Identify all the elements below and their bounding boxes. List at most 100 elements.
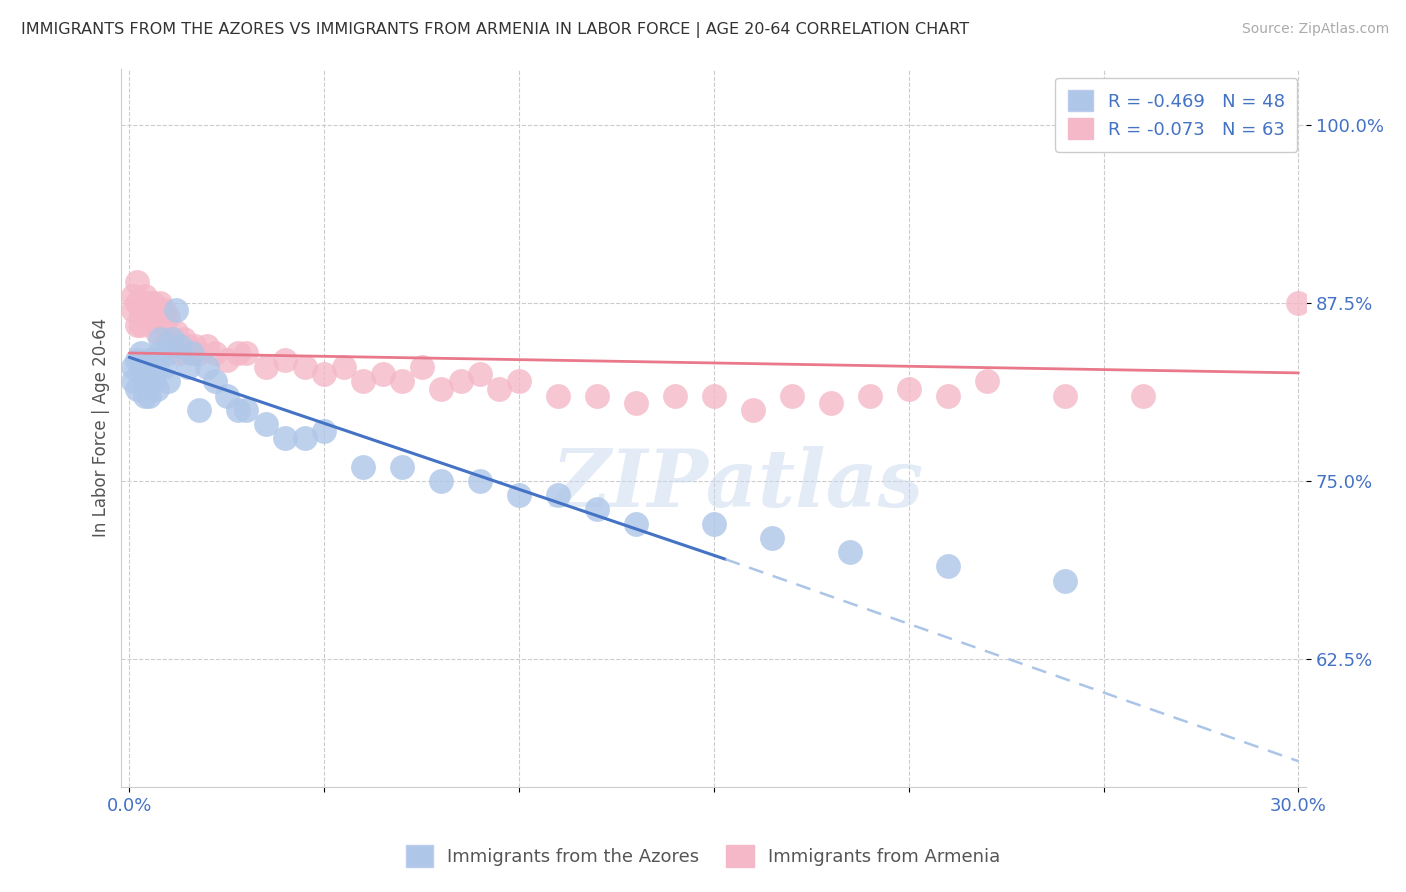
Point xyxy=(215,389,238,403)
Point xyxy=(547,488,569,502)
Point xyxy=(125,318,148,332)
Point xyxy=(586,502,609,516)
Point xyxy=(314,368,336,382)
Point xyxy=(411,360,433,375)
Point xyxy=(145,325,167,339)
Point xyxy=(180,346,202,360)
Point xyxy=(122,289,145,303)
Point xyxy=(488,382,510,396)
Point xyxy=(430,382,453,396)
Point xyxy=(780,389,803,403)
Point xyxy=(180,346,202,360)
Point xyxy=(134,289,156,303)
Y-axis label: In Labor Force | Age 20-64: In Labor Force | Age 20-64 xyxy=(93,318,110,537)
Point xyxy=(274,353,297,368)
Point xyxy=(332,360,354,375)
Point xyxy=(235,346,257,360)
Point xyxy=(204,346,226,360)
Point xyxy=(153,318,176,332)
Point xyxy=(936,559,959,574)
Text: IMMIGRANTS FROM THE AZORES VS IMMIGRANTS FROM ARMENIA IN LABOR FORCE | AGE 20-64: IMMIGRANTS FROM THE AZORES VS IMMIGRANTS… xyxy=(21,22,969,38)
Point xyxy=(176,339,198,353)
Point xyxy=(195,360,218,375)
Point xyxy=(142,310,165,325)
Point xyxy=(169,339,191,353)
Point xyxy=(761,531,783,545)
Legend: R = -0.469   N = 48, R = -0.073   N = 63: R = -0.469 N = 48, R = -0.073 N = 63 xyxy=(1056,78,1298,152)
Point xyxy=(125,353,148,368)
Point xyxy=(125,296,148,310)
Point xyxy=(204,375,226,389)
Point xyxy=(153,360,176,375)
Point xyxy=(149,332,172,346)
Point xyxy=(122,303,145,318)
Point xyxy=(294,431,316,445)
Point xyxy=(138,353,160,368)
Point xyxy=(228,346,250,360)
Point xyxy=(450,375,472,389)
Point xyxy=(160,332,183,346)
Point xyxy=(129,318,152,332)
Point xyxy=(703,516,725,531)
Point xyxy=(125,382,148,396)
Point xyxy=(352,375,374,389)
Point xyxy=(254,360,277,375)
Point xyxy=(184,339,207,353)
Point xyxy=(1053,574,1076,588)
Point xyxy=(122,360,145,375)
Point xyxy=(371,368,394,382)
Point xyxy=(664,389,686,403)
Point xyxy=(254,417,277,431)
Point xyxy=(624,516,647,531)
Point xyxy=(228,403,250,417)
Point xyxy=(145,382,167,396)
Point xyxy=(897,382,920,396)
Point xyxy=(138,310,160,325)
Point xyxy=(134,375,156,389)
Point xyxy=(134,303,156,318)
Point xyxy=(936,389,959,403)
Point xyxy=(176,360,198,375)
Point xyxy=(125,275,148,289)
Point xyxy=(508,488,530,502)
Point xyxy=(859,389,882,403)
Point xyxy=(1053,389,1076,403)
Point xyxy=(149,310,172,325)
Point xyxy=(352,459,374,474)
Point xyxy=(122,375,145,389)
Point xyxy=(157,375,180,389)
Point xyxy=(820,396,842,410)
Point xyxy=(145,303,167,318)
Point xyxy=(468,368,491,382)
Point xyxy=(703,389,725,403)
Point xyxy=(149,346,172,360)
Point xyxy=(235,403,257,417)
Point xyxy=(142,375,165,389)
Text: ZIPatlas: ZIPatlas xyxy=(551,446,924,524)
Point xyxy=(160,339,183,353)
Point xyxy=(195,339,218,353)
Point xyxy=(129,360,152,375)
Point xyxy=(134,389,156,403)
Point xyxy=(145,360,167,375)
Point xyxy=(1288,296,1310,310)
Point xyxy=(153,303,176,318)
Point xyxy=(391,375,413,389)
Point xyxy=(1132,389,1154,403)
Point xyxy=(157,346,180,360)
Point xyxy=(294,360,316,375)
Point xyxy=(188,346,211,360)
Point xyxy=(468,474,491,488)
Point xyxy=(839,545,862,559)
Point xyxy=(624,396,647,410)
Point xyxy=(142,296,165,310)
Point xyxy=(129,346,152,360)
Point xyxy=(165,325,187,339)
Point xyxy=(138,296,160,310)
Legend: Immigrants from the Azores, Immigrants from Armenia: Immigrants from the Azores, Immigrants f… xyxy=(398,838,1008,874)
Point xyxy=(142,353,165,368)
Point xyxy=(129,303,152,318)
Point xyxy=(741,403,763,417)
Text: Source: ZipAtlas.com: Source: ZipAtlas.com xyxy=(1241,22,1389,37)
Point xyxy=(169,346,191,360)
